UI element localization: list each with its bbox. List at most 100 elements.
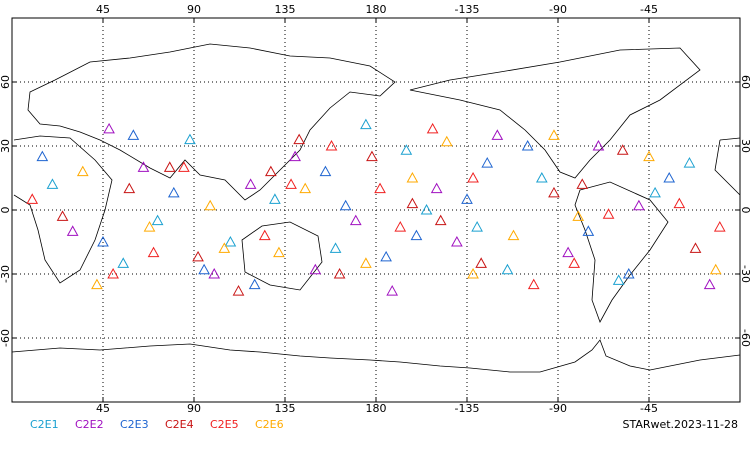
- point: [333, 267, 346, 279]
- coastline: [574, 181, 669, 323]
- point: [107, 267, 119, 279]
- point: [56, 210, 69, 221]
- point: [248, 278, 261, 290]
- point: [562, 246, 574, 258]
- x-tick-label: 90: [187, 402, 201, 415]
- point: [309, 263, 322, 275]
- coastline: [714, 137, 741, 196]
- point: [633, 199, 645, 211]
- point: [163, 161, 176, 172]
- point: [289, 150, 301, 162]
- point: [258, 229, 271, 241]
- point: [548, 129, 560, 140]
- x-tick-label: 135: [275, 3, 296, 16]
- point: [91, 278, 103, 290]
- legend-label: C2E6: [255, 418, 284, 431]
- point: [285, 178, 297, 189]
- point: [137, 161, 150, 172]
- point: [507, 229, 520, 241]
- point: [572, 210, 585, 221]
- point: [471, 221, 483, 232]
- point: [151, 214, 164, 226]
- y-tick-label: -30: [739, 265, 750, 283]
- point: [649, 186, 661, 198]
- point: [491, 129, 504, 140]
- point: [184, 133, 196, 145]
- point: [467, 171, 479, 183]
- point: [293, 133, 306, 145]
- legend-label: C2E4: [165, 418, 194, 431]
- y-tick-label: 0: [739, 207, 750, 214]
- point: [467, 267, 479, 279]
- point: [386, 285, 399, 296]
- point: [97, 235, 109, 247]
- point: [273, 246, 285, 258]
- coastline: [27, 43, 396, 201]
- point: [218, 242, 231, 253]
- coastline: [13, 135, 113, 284]
- y-tick-label: 60: [739, 75, 750, 89]
- point: [269, 193, 281, 204]
- point: [673, 197, 686, 209]
- grid: [12, 18, 740, 402]
- point: [689, 242, 702, 253]
- point: [319, 165, 332, 177]
- legend-label: C2E3: [120, 418, 149, 431]
- point: [325, 139, 338, 151]
- point: [527, 278, 540, 290]
- x-tick-label: 90: [187, 3, 201, 16]
- x-tick-label: -90: [549, 402, 567, 415]
- point: [568, 257, 581, 268]
- x-tick-label: 45: [96, 402, 110, 415]
- point: [451, 235, 463, 247]
- point: [461, 193, 473, 204]
- point: [36, 150, 49, 162]
- point: [178, 161, 190, 172]
- coastline: [241, 221, 323, 291]
- point: [406, 197, 419, 209]
- point: [410, 229, 423, 241]
- coastline: [409, 47, 701, 179]
- point: [208, 267, 221, 279]
- point: [123, 182, 136, 194]
- point: [76, 165, 89, 177]
- point: [440, 135, 453, 147]
- point: [374, 182, 386, 194]
- point: [103, 122, 115, 134]
- point: [602, 208, 615, 219]
- footer: STARwet.2023-11-28: [622, 418, 738, 431]
- point: [349, 214, 362, 226]
- x-tick-label: -45: [640, 402, 658, 415]
- x-tick-label: 180: [366, 402, 387, 415]
- y-tick-label: 60: [0, 75, 12, 89]
- coastlines: [11, 43, 741, 373]
- point: [481, 157, 494, 168]
- point: [339, 199, 352, 211]
- point: [143, 221, 156, 232]
- point: [232, 285, 245, 296]
- labels: 45 45 90 90 135 135 180 180 -135 -135 -90 -90 -45 -45…: [0, 3, 750, 431]
- point: [66, 225, 79, 236]
- point: [501, 263, 514, 275]
- point: [329, 242, 342, 253]
- y-tick-label: -60: [739, 329, 750, 347]
- x-tick-label: 180: [366, 3, 387, 16]
- point: [192, 250, 204, 262]
- point: [394, 221, 407, 232]
- point: [264, 165, 277, 177]
- point: [612, 274, 625, 285]
- point: [475, 257, 488, 268]
- coastline: [11, 339, 741, 373]
- y-tick-label: 30: [0, 139, 12, 153]
- point: [366, 150, 378, 162]
- point: [713, 221, 726, 232]
- point: [622, 267, 635, 279]
- point: [360, 257, 372, 268]
- x-tick-label: 45: [96, 3, 110, 16]
- point: [224, 235, 237, 247]
- point: [576, 178, 589, 189]
- point: [400, 144, 413, 155]
- point: [643, 150, 655, 162]
- point: [548, 186, 560, 198]
